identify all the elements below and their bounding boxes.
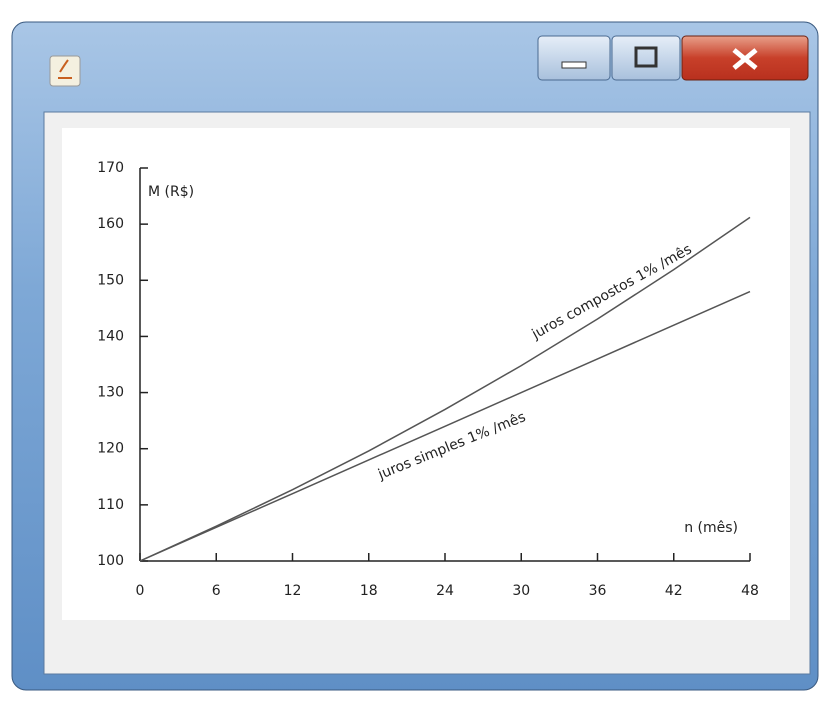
x-tick-label: 36 [589,583,607,599]
x-tick-label: 6 [212,583,221,599]
x-tick-label: 12 [284,583,302,599]
app-icon[interactable] [50,56,80,86]
page: M (R$) n (mês) 100 110 120 130 140 150 160 170 0… [0,0,829,699]
y-tick-label: 110 [97,497,124,513]
x-tick-label: 24 [436,583,454,599]
y-tick-label: 130 [97,385,124,401]
x-tick-label: 48 [741,583,759,599]
window: M (R$) n (mês) 100 110 120 130 140 150 160 170 0… [0,0,829,699]
x-tick-label: 18 [360,583,378,599]
x-axis-label: n (mês) [684,520,738,536]
x-tick-label: 30 [512,583,530,599]
y-tick-label: 160 [97,216,124,232]
y-tick-label: 120 [97,441,124,457]
y-tick-label: 100 [97,553,124,569]
y-tick-label: 150 [97,272,124,288]
minimize-icon [562,62,586,68]
minimize-button[interactable] [538,36,610,80]
y-axis-label: M (R$) [148,184,194,200]
x-tick-label: 42 [665,583,683,599]
x-tick-label: 0 [136,583,145,599]
maximize-button[interactable] [612,36,680,80]
y-tick-label: 140 [97,328,124,344]
y-tick-label: 170 [97,160,124,176]
